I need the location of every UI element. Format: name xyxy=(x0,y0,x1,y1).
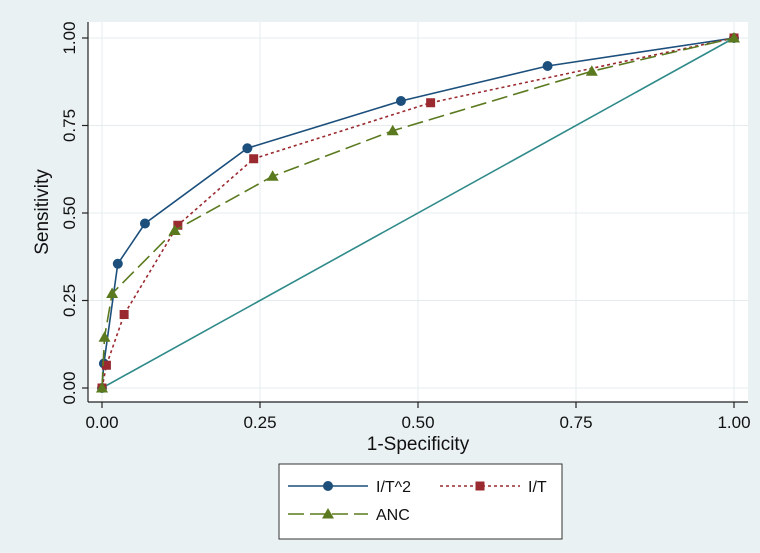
x-tick-label: 0.00 xyxy=(85,413,118,432)
data-point-square xyxy=(173,220,183,230)
data-point-triangle xyxy=(98,331,111,342)
reference-line xyxy=(101,37,735,389)
x-tick-label: 0.25 xyxy=(243,413,276,432)
data-point-circle xyxy=(139,218,150,229)
legend-label-square: I/T xyxy=(528,479,547,496)
data-point-circle xyxy=(542,61,553,71)
data-point-triangle xyxy=(168,224,181,235)
data-point-triangle xyxy=(386,124,399,136)
x-tick-label: 1.00 xyxy=(717,413,750,432)
legend-label-circle: I/T^2 xyxy=(376,479,411,496)
axes xyxy=(82,22,748,408)
data-point-circle xyxy=(112,258,123,269)
y-tick-label: 1.00 xyxy=(60,21,79,54)
data-point-triangle xyxy=(728,32,740,43)
legend-marker-triangle xyxy=(322,508,334,519)
x-tick-label: 0.75 xyxy=(559,413,592,432)
legend-box xyxy=(278,463,563,540)
y-tick-label: 0.75 xyxy=(60,109,79,142)
legend-label-triangle: ANC xyxy=(376,507,410,524)
y-axis-title: Sensitivity xyxy=(32,169,53,255)
data-point-triangle xyxy=(96,382,108,393)
series-line-triangle xyxy=(101,37,735,389)
data-point-square xyxy=(119,310,129,319)
data-point-square xyxy=(101,360,111,370)
y-tick-label: 0.25 xyxy=(60,284,79,317)
y-tick-label: 0.50 xyxy=(60,196,79,229)
x-tick-label: 0.50 xyxy=(401,413,434,432)
data-point-square xyxy=(249,154,259,164)
data-point-triangle xyxy=(585,65,598,76)
x-axis-title: 1-Specificity xyxy=(367,434,470,455)
data-point-square xyxy=(426,98,436,108)
legend-marker-circle xyxy=(323,481,333,491)
y-tick-label: 0.00 xyxy=(60,371,79,404)
data-point-triangle xyxy=(106,287,119,298)
tick-labels: 0.00 0.25 0.50 0.75 1.00 0.00 0.25 0.50 0.75 1.00 xyxy=(60,21,751,432)
series-line-circle xyxy=(101,37,735,389)
series-layer xyxy=(96,32,740,393)
data-point-triangle xyxy=(266,170,279,181)
data-point-circle xyxy=(395,96,406,106)
legend-marker-square xyxy=(475,481,485,491)
data-point-circle xyxy=(242,143,253,154)
legend: I/T^2 I/T ANC xyxy=(278,463,563,540)
